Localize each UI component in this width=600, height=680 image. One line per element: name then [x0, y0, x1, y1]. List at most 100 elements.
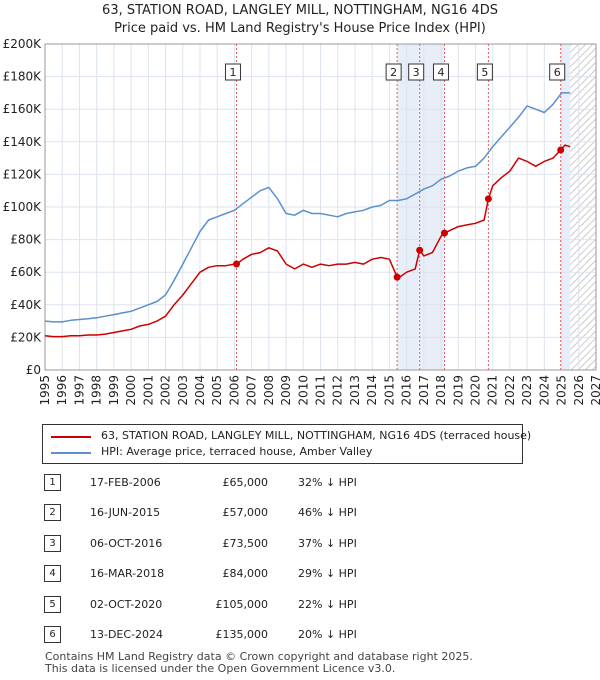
sale-hpi-diff: 46% ↓ HPI [298, 506, 357, 519]
x-tick-label: 2027 [589, 375, 600, 406]
sale-number-label: 2 [390, 66, 397, 79]
sale-number-label: 3 [413, 66, 420, 79]
sale-number-box [549, 63, 566, 81]
x-tick-label: 2003 [176, 375, 190, 406]
footer-line-2: This data is licensed under the Open Gov… [45, 662, 396, 675]
sale-number-label: 6 [554, 66, 561, 79]
sale-number-badge: 4 [44, 565, 61, 582]
hpi-line [44, 92, 571, 323]
x-tick-label: 2025 [555, 375, 569, 406]
sale-number-box [385, 63, 402, 81]
price-chart: £0 £20K £40K £60K £80K £100K £120K £140K £160K £1… [3, 37, 600, 406]
y-tick-label: £180K [3, 70, 43, 84]
sale-number-label: 1 [229, 66, 236, 79]
footer-attribution: Contains HM Land Registry data © Crown c… [45, 651, 473, 675]
sale-number-badge: 6 [44, 626, 61, 643]
x-tick-label: 2011 [314, 375, 328, 406]
sale-number-box [476, 63, 493, 81]
table-row: 5 02-OCT-2020 £105,000 22% ↓ HPI [40, 594, 460, 616]
sale-date: 16-JUN-2015 [90, 506, 161, 519]
legend-label-hpi: HPI: Average price, terraced house, Ambe… [101, 445, 373, 458]
x-tick-label: 2015 [382, 375, 396, 406]
y-tick-label: £200K [3, 37, 43, 51]
table-row: 3 06-OCT-2016 £73,500 37% ↓ HPI [40, 533, 460, 555]
sale-number-label: 5 [481, 66, 488, 79]
y-tick-label: £40K [10, 298, 42, 312]
x-tick-label: 2023 [520, 375, 534, 406]
x-tick-label: 2024 [537, 375, 551, 406]
x-tick-label: 2021 [486, 375, 500, 406]
sale-price: £135,000 [215, 628, 269, 641]
sale-date: 02-OCT-2020 [90, 598, 163, 611]
x-tick-label: 2019 [451, 375, 465, 406]
sale-number-box [432, 63, 449, 81]
x-tick-label: 2007 [245, 375, 259, 406]
sale-point [440, 229, 448, 237]
x-tick-label: 2022 [503, 375, 517, 406]
sale-price: £73,500 [222, 537, 269, 550]
sale-number-badge: 3 [44, 535, 61, 552]
x-tick-label: 2001 [141, 375, 155, 406]
x-tick-label: 2020 [468, 375, 482, 406]
x-tick-label: 2014 [365, 375, 379, 406]
sale-point [557, 146, 565, 154]
table-row: 4 16-MAR-2018 £84,000 29% ↓ HPI [40, 563, 460, 585]
property-price-line [44, 144, 571, 338]
y-tick-label: £0 [26, 363, 41, 377]
legend-swatch-property [51, 436, 91, 438]
sale-price: £105,000 [215, 598, 269, 611]
x-tick-label: 2016 [400, 375, 414, 406]
y-tick-label: £20K [10, 330, 42, 344]
x-tick-label: 2008 [262, 375, 276, 406]
sale-hpi-diff: 37% ↓ HPI [298, 537, 357, 550]
x-tick-label: 1995 [38, 375, 52, 406]
table-row: 6 13-DEC-2024 £135,000 20% ↓ HPI [40, 624, 460, 646]
x-tick-label: 2018 [434, 375, 448, 406]
sale-hpi-diff: 29% ↓ HPI [298, 567, 357, 580]
y-tick-label: £160K [3, 102, 43, 116]
sale-number-box [408, 63, 425, 81]
x-tick-label: 1996 [55, 375, 69, 406]
chart-title: 63, STATION ROAD, LANGLEY MILL, NOTTINGH… [102, 3, 498, 18]
sale-point [484, 195, 492, 203]
sale-point [393, 273, 401, 281]
legend-label-property: 63, STATION ROAD, LANGLEY MILL, NOTTINGH… [101, 429, 532, 442]
sale-number-box [224, 63, 241, 81]
sale-date: 13-DEC-2024 [90, 628, 164, 641]
plot-border [44, 43, 597, 371]
sale-number-label: 4 [437, 66, 444, 79]
x-tick-label: 2009 [279, 375, 293, 406]
x-tick-label: 2002 [159, 375, 173, 406]
x-tick-label: 2012 [331, 375, 345, 406]
chart-legend: 63, STATION ROAD, LANGLEY MILL, NOTTINGH… [42, 424, 531, 464]
sale-point [416, 246, 424, 254]
footer-line-1: Contains HM Land Registry data © Crown c… [45, 650, 473, 663]
sale-hpi-diff: 32% ↓ HPI [298, 476, 357, 489]
table-row: 1 17-FEB-2006 £65,000 32% ↓ HPI [40, 472, 460, 494]
sale-number-badge: 2 [44, 504, 61, 521]
y-tick-label: £100K [3, 200, 43, 214]
sale-date: 17-FEB-2006 [90, 476, 161, 489]
legend-swatch-hpi [51, 452, 91, 454]
y-tick-label: £80K [10, 233, 42, 247]
x-tick-label: 2026 [572, 375, 586, 406]
x-tick-label: 2013 [348, 375, 362, 406]
chart-subtitle: Price paid vs. HM Land Registry's House … [114, 21, 486, 36]
y-tick-label: £60K [10, 265, 42, 279]
sale-date: 16-MAR-2018 [90, 567, 165, 580]
sale-point [232, 260, 240, 268]
table-row: 2 16-JUN-2015 £57,000 46% ↓ HPI [40, 502, 460, 524]
sale-number-badge: 1 [44, 474, 61, 491]
sale-price: £84,000 [222, 567, 269, 580]
x-tick-label: 1999 [107, 375, 121, 406]
x-tick-label: 1998 [90, 375, 104, 406]
y-tick-label: £120K [3, 167, 43, 181]
sale-price: £65,000 [222, 476, 269, 489]
x-tick-label: 2000 [124, 375, 138, 406]
sale-date: 06-OCT-2016 [90, 537, 163, 550]
x-tick-label: 2017 [417, 375, 431, 406]
x-tick-label: 1997 [72, 375, 86, 406]
x-tick-label: 2004 [193, 375, 207, 406]
sale-hpi-diff: 20% ↓ HPI [298, 628, 357, 641]
sale-number-badge: 5 [44, 596, 61, 613]
